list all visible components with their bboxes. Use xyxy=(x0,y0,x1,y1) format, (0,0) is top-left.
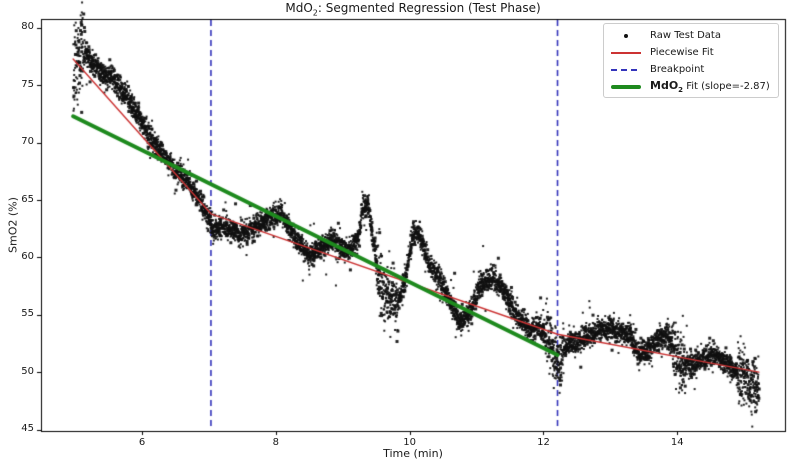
legend-label-raw-test-data: Raw Test Data xyxy=(650,30,721,41)
legend-item-raw-test-data: Raw Test Data xyxy=(611,27,772,44)
legend-mdo2-prefix: MdO xyxy=(650,79,679,92)
legend-mdo2-suffix: Fit (slope=-2.87) xyxy=(683,81,770,92)
red-line-icon xyxy=(611,51,641,54)
y-tick-label: 75 xyxy=(21,78,34,90)
legend-swatch-area xyxy=(611,51,641,54)
y-tick-label: 50 xyxy=(21,365,34,377)
chart-title-suffix: : Segmented Regression (Test Phase) xyxy=(317,1,541,15)
legend-label-breakpoint: Breakpoint xyxy=(650,64,705,75)
x-tick-label: 14 xyxy=(670,437,684,448)
y-tick-label: 60 xyxy=(21,250,34,262)
legend-swatch-area xyxy=(611,68,641,71)
green-line-icon xyxy=(611,84,641,89)
y-tick-label: 55 xyxy=(21,308,34,320)
legend-label-piecewise-fit: Piecewise Fit xyxy=(650,47,714,58)
chart-title: MdO2: Segmented Regression (Test Phase) xyxy=(285,1,540,20)
legend-mdo2-subscript: 2 xyxy=(678,86,684,94)
x-tick-label: 8 xyxy=(272,437,280,448)
legend-item-piecewise-fit: Piecewise Fit xyxy=(611,44,772,61)
chart-title-prefix: MdO xyxy=(285,1,313,15)
chart-title-subscript: 2 xyxy=(312,8,318,18)
dashed-line-icon xyxy=(611,68,641,71)
y-axis-label: SmO2 (%) xyxy=(6,197,20,253)
x-tick-label: 6 xyxy=(138,437,146,448)
legend-swatch-area xyxy=(611,84,641,89)
legend-item-breakpoint: Breakpoint xyxy=(611,61,772,78)
x-tick-label: 10 xyxy=(403,437,416,448)
legend: Raw Test Data Piecewise Fit Breakpoint M… xyxy=(603,23,779,98)
scatter-marker-icon xyxy=(624,33,628,38)
y-tick-label: 70 xyxy=(21,136,34,148)
y-tick-label: 65 xyxy=(21,193,34,205)
legend-item-mdo2-fit: MdO2 Fit (slope=-2.87) xyxy=(611,78,772,95)
y-tick-label: 45 xyxy=(21,423,34,434)
y-tick-label: 80 xyxy=(21,21,34,33)
legend-label-mdo2-fit: MdO2 Fit (slope=-2.87) xyxy=(650,79,770,94)
legend-swatch-area xyxy=(611,33,641,38)
x-tick-label: 12 xyxy=(537,437,550,448)
x-axis-label: Time (min) xyxy=(383,447,443,460)
